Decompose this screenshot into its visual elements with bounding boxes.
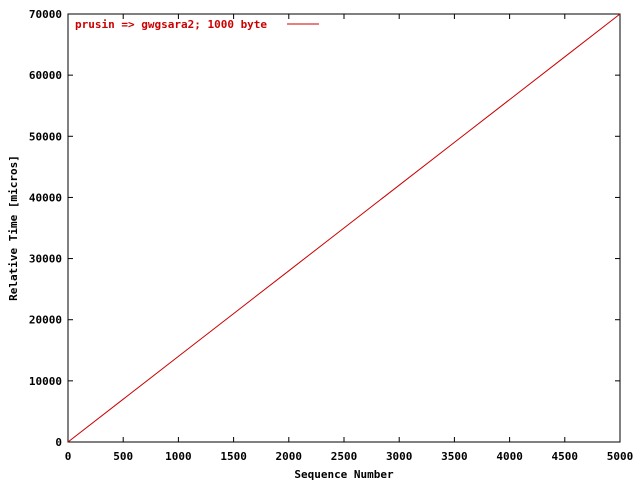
x-tick-label: 1500 (220, 450, 247, 463)
y-tick-label: 30000 (29, 253, 62, 266)
x-tick-label: 4000 (496, 450, 523, 463)
x-tick-label: 3500 (441, 450, 468, 463)
x-tick-label: 2000 (276, 450, 303, 463)
x-axis: 0 500 1000 1500 2000 2500 3000 3500 4000 4500 5000 (65, 14, 634, 463)
y-axis: 0 10000 20000 30000 40000 50000 60000 70000 (29, 8, 620, 449)
series-layer (67, 13, 621, 443)
x-tick-label: 500 (113, 450, 133, 463)
x-axis-label: Sequence Number (294, 468, 394, 480)
y-tick-label: 10000 (29, 375, 62, 388)
legend: prusin => gwgsara2; 1000 byte (75, 18, 319, 31)
y-tick-label: 70000 (29, 8, 62, 21)
y-tick-label: 50000 (29, 130, 62, 143)
x-tick-label: 1000 (165, 450, 192, 463)
x-tick-label: 2500 (331, 450, 358, 463)
x-tick-label: 4500 (552, 450, 579, 463)
y-tick-label: 20000 (29, 314, 62, 327)
x-tick-label: 5000 (607, 450, 634, 463)
series-line (67, 13, 621, 443)
y-tick-label: 40000 (29, 191, 62, 204)
y-axis-label: Relative Time [micros] (7, 155, 20, 301)
y-tick-label: 0 (55, 436, 62, 449)
y-tick-label: 60000 (29, 69, 62, 82)
x-tick-label: 0 (65, 450, 72, 463)
legend-label: prusin => gwgsara2; 1000 byte (75, 18, 267, 31)
x-tick-label: 3000 (386, 450, 413, 463)
